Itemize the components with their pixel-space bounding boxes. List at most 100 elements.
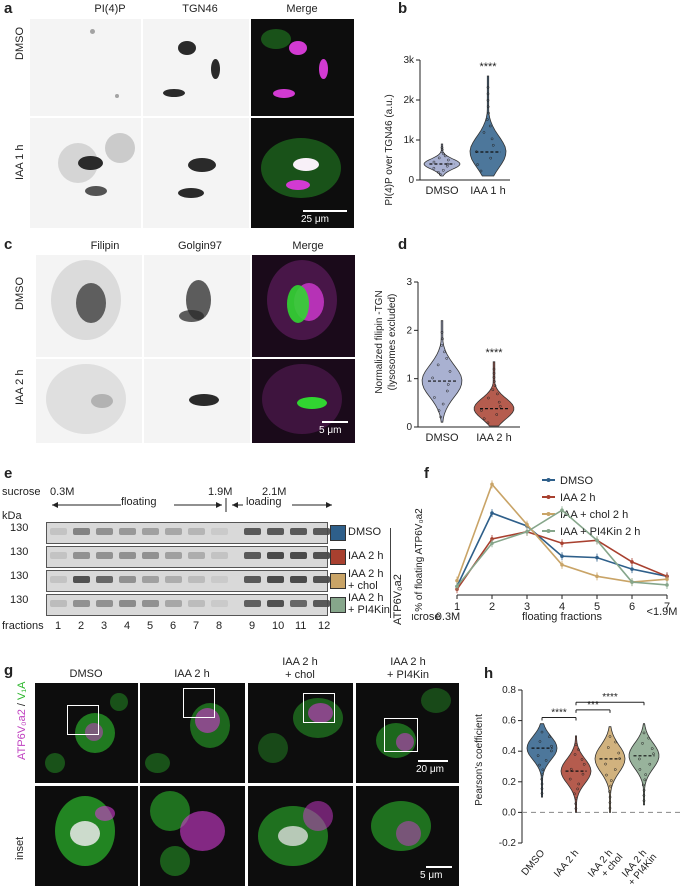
mw-130-4: 130 [10,594,29,606]
micrograph-tgn46-iaa [143,118,249,228]
d-ytick-label-0: 0 [406,422,412,433]
scalebar-label-g-inset: 5 μm [420,870,443,881]
b-violin-1-point-6 [486,92,490,96]
b-violin-1-point-7 [488,124,492,128]
fraction-number: 9 [249,620,256,632]
panel-letter-f: f [424,465,429,482]
low-mark-f: 0.3M [436,611,460,623]
h-violin-2-point-8 [608,795,612,799]
fraction-number: 5 [147,620,154,632]
d-violin-0-point-5 [433,396,436,399]
h-violin-2-point-12 [617,751,621,755]
micrograph-g-iaa-inset [140,786,245,886]
blot-band [188,576,205,583]
h-violin-3-point-6 [647,736,651,740]
blot-band [50,576,67,583]
micrograph-pi4p-dmso [30,19,141,116]
b-violin-1-point-12 [486,105,490,109]
h-ytick-label-2: 0.2 [502,777,516,788]
f-point-1-3 [560,541,564,546]
h-violin-2-point-6 [614,740,617,744]
d-violin-1-point-8 [495,413,499,416]
b-violin-1-point-4 [485,118,489,121]
scalebar-label-c: 5 μm [319,425,342,436]
micrograph-filipin-dmso [36,255,142,357]
micrograph-g-pi4kin: 20 μm [356,683,459,783]
h-violin-0-point-8 [540,782,544,786]
b-violin-1-point-11 [476,163,479,166]
legend-swatch-pi4kin-e [330,597,346,613]
blot-band [290,576,307,583]
header-g-pi4kin-2: + PI4Kin [387,669,429,681]
fraction-number: 3 [101,620,108,632]
d-violin-0-point-0 [439,415,443,419]
header-g-chol-1: IAA 2 h [282,656,318,668]
d-violin-0-point-13 [446,383,450,386]
b-violin-0-point-11 [436,170,440,174]
micrograph-golgin-dmso [144,255,250,357]
d-violin-1-point-9 [492,376,496,379]
h-violin-3-point-13 [644,773,647,776]
line-chart-f: % of floating ATP6V₀a2 1 2 3 4 5 6 7 DMSO IAA 2 … [412,475,677,623]
f-legend-label-1: IAA 2 h [560,492,595,504]
b-significance: **** [479,61,497,73]
blot-band [267,552,284,559]
h-significance-0: **** [551,708,567,719]
h-violin-0-point-4 [536,754,540,758]
legend-swatch-dmso-e [330,525,346,541]
h-violin-1-point-5 [573,792,576,796]
d-violin-1-point-2 [498,404,502,408]
fractions-label: fractions [2,620,44,632]
blot-band [165,552,182,559]
d-ytick-label-2: 2 [406,325,412,336]
f-point-2-6 [665,577,669,581]
blot-band [96,600,113,607]
d-violin-1-point-4 [491,388,495,392]
h-violin-3-point-0 [642,799,646,803]
row-label-iaa1h-a: IAA 1 h [14,144,26,180]
b-violin-0-point-1 [443,154,447,158]
f-point-3-5 [630,580,634,584]
xlabel-f: floating fractions [522,611,603,623]
d-violin-1-point-1 [493,384,497,387]
f-point-1-5 [630,560,634,564]
f-legend-label-0: DMSO [560,475,593,487]
d-violin-1-point-6 [492,371,496,375]
f-point-2-3 [560,563,564,567]
blot-band [119,576,136,583]
h-violin-0-point-0 [540,792,544,795]
fraction-number: 4 [124,620,131,632]
blot-band [119,552,136,559]
h-violin-1-point-0 [574,807,578,810]
blot-band [267,600,284,607]
h-violin-2-point-5 [608,790,611,793]
h-violin-0-point-11 [540,787,544,791]
f-legend-label-3: IAA + PI4Kin 2 h [560,526,640,538]
inset-box-chol [303,693,335,723]
condition-label-chol-2: + chol [348,580,378,592]
d-violin-1-point-13 [497,400,501,404]
blot-band [290,600,307,607]
legend-swatch-iaa-e [330,549,346,565]
h-significance-1: *** [587,700,599,711]
h-significance-2: **** [602,692,618,703]
micrograph-g-chol-inset [248,786,353,886]
h-ytick-label-4: 0.6 [502,716,516,727]
b-ytick-label-0: 0 [408,175,414,186]
h-violin-1-point-4 [569,767,573,771]
h-violin-1-point-7 [581,772,585,776]
micrograph-merge-iaa-c: 5 μm [252,359,355,443]
micrograph-g-dmso [35,683,138,783]
fraction-number: 1 [55,620,62,632]
h-violin-0 [526,723,558,798]
blot-band [96,576,113,583]
f-legend-marker-1 [546,495,551,499]
h-violin-3-point-10 [638,768,642,771]
blot-band [211,576,228,583]
blot-band [119,528,136,535]
header-pi4p: PI(4)P [94,3,126,15]
fraction-number: 10 [272,620,285,632]
micrograph-filipin-iaa [36,359,142,443]
blot-band [165,600,182,607]
panel-letter-c: c [4,236,13,253]
